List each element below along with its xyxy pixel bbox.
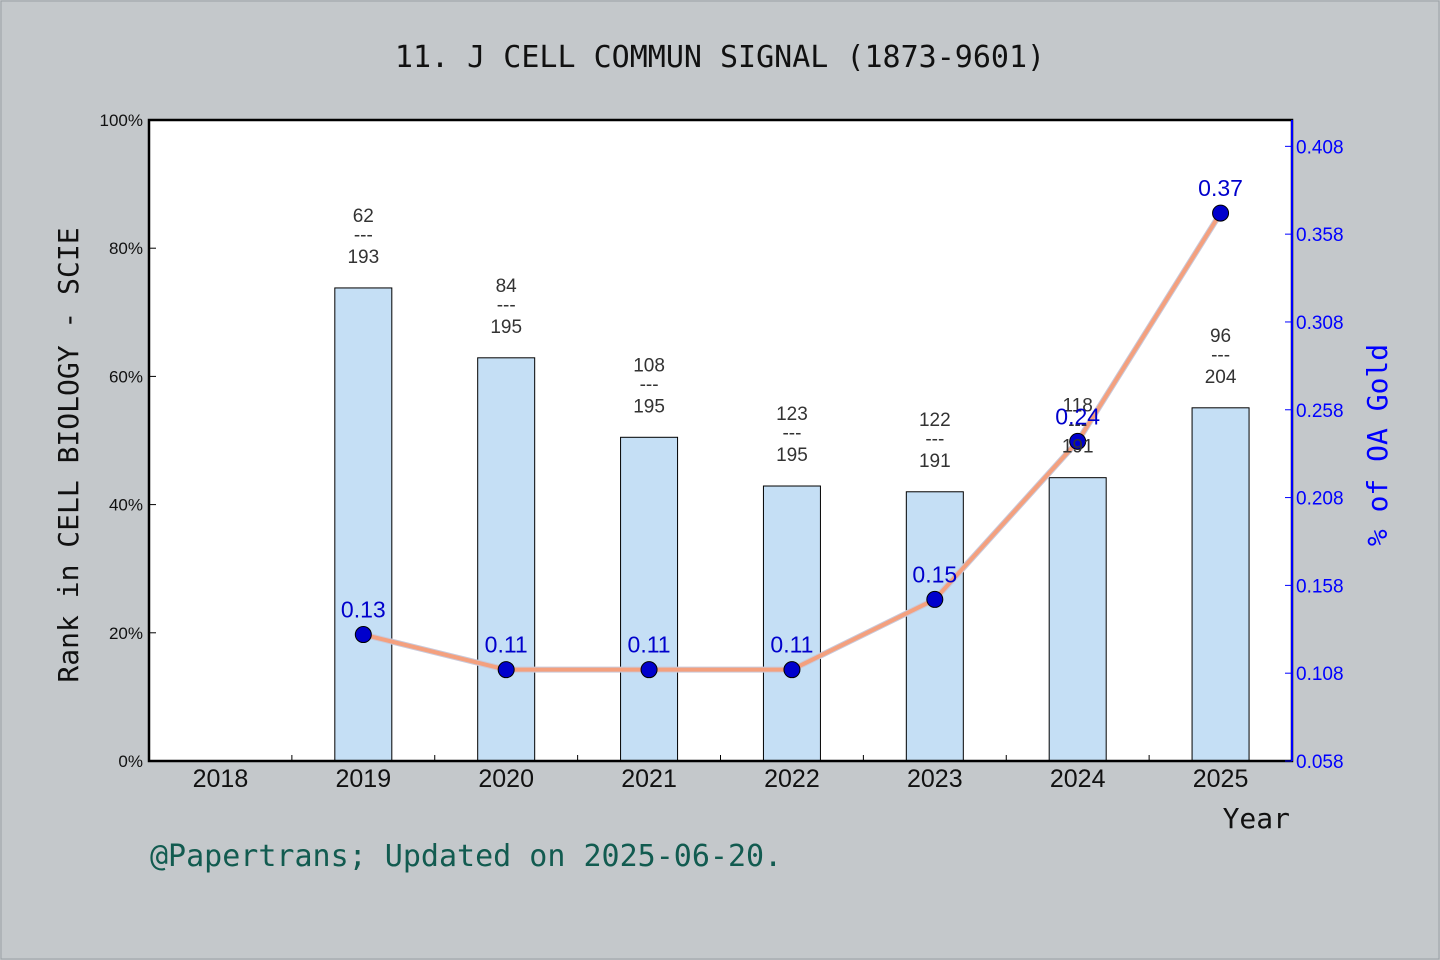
y2-tick-label: 0.208	[1296, 489, 1344, 510]
total-label-2025: 204	[1205, 367, 1237, 388]
footer-credit: @Papertrans; Updated on 2025-06-20.	[150, 839, 782, 874]
plot-area	[149, 120, 1292, 761]
rank-label-2020: 84	[496, 276, 518, 297]
y-tick-label: 40%	[109, 496, 143, 515]
total-label-2020: 195	[490, 317, 522, 338]
y-tick-label: 0%	[118, 752, 143, 771]
chart-title: 11. J CELL COMMUN SIGNAL (1873-9601)	[395, 40, 1045, 75]
x-tick-label: 2018	[193, 765, 249, 793]
bar-2025	[1191, 407, 1250, 762]
bar-2019	[334, 287, 393, 762]
rank-label-2023: 122	[919, 410, 951, 431]
oa-point-2021	[640, 661, 658, 679]
bar-2022	[762, 485, 821, 762]
rank-separator-2024: ---	[1068, 415, 1087, 436]
bar-2023	[905, 491, 964, 762]
bar-2020	[477, 357, 536, 762]
y2-tick-label: 0.158	[1296, 576, 1344, 597]
oa-point-2022	[783, 661, 801, 679]
oa-label-2019: 0.13	[341, 597, 386, 623]
oa-point-2024	[1069, 432, 1087, 450]
total-label-2021: 195	[633, 396, 665, 417]
rank-separator-2019: ---	[354, 225, 373, 246]
x-tick-label: 2023	[907, 765, 963, 793]
rank-separator-2023: ---	[925, 429, 944, 450]
total-label-2024: 191	[1062, 437, 1094, 458]
y2-tick-label: 0.408	[1296, 137, 1344, 158]
oa-label-2024: 0.24	[1055, 403, 1100, 429]
oa-label-2022: 0.11	[770, 632, 813, 658]
rank-label-2022: 123	[776, 404, 808, 425]
oa-label-2023: 0.15	[912, 561, 957, 587]
x-tick-label: 2025	[1193, 765, 1249, 793]
rank-separator-2021: ---	[640, 374, 659, 395]
bar-2021	[620, 436, 679, 762]
rank-separator-2025: ---	[1211, 345, 1230, 366]
rank-label-2021: 108	[633, 355, 665, 376]
rank-label-2025: 96	[1210, 326, 1231, 347]
rank-separator-2022: ---	[782, 423, 801, 444]
bar-2024	[1048, 477, 1107, 762]
y-tick-label: 60%	[109, 367, 143, 386]
y2-axis-label: % of OA Gold	[1361, 344, 1394, 546]
rank-label-2024: 118	[1063, 396, 1093, 417]
line-layer	[354, 204, 1230, 679]
axes-layer: 0% 20% 40% 60% 80% 100% 0.058 0.108 0.158 0.208 0.…	[100, 111, 1344, 793]
oa-point-2020	[497, 661, 515, 679]
total-label-2019: 193	[347, 247, 379, 268]
oa-label-2020: 0.11	[485, 632, 528, 658]
x-tick-label: 2019	[336, 765, 392, 793]
y2-tick-label: 0.258	[1296, 401, 1344, 422]
y-tick-label: 100%	[100, 111, 143, 130]
x-tick-label: 2020	[478, 765, 534, 793]
y2-tick-label: 0.308	[1296, 313, 1344, 334]
y-tick-label: 80%	[109, 239, 143, 258]
oa-point-2019	[354, 626, 372, 644]
x-tick-label: 2022	[764, 765, 820, 793]
rank-label-2019: 62	[353, 206, 374, 227]
oa-point-2025	[1212, 204, 1230, 222]
total-label-2023: 191	[919, 451, 951, 472]
total-label-2022: 195	[776, 445, 808, 466]
y2-tick-label: 0.108	[1296, 664, 1344, 685]
oa-label-2021: 0.11	[628, 632, 671, 658]
rank-separator-2020: ---	[497, 295, 516, 316]
oa-point-2023	[926, 590, 944, 608]
y2-tick-label: 0.358	[1296, 225, 1344, 246]
x-tick-label: 2021	[621, 765, 677, 793]
x-axis-label: Year	[1223, 802, 1290, 835]
x-tick-label: 2024	[1050, 765, 1106, 793]
y-tick-label: 20%	[109, 624, 143, 643]
oa-label-2025: 0.37	[1198, 175, 1243, 201]
y2-tick-label: 0.058	[1296, 752, 1344, 773]
y-axis-label: Rank in CELL BIOLOGY - SCIE	[52, 227, 85, 682]
